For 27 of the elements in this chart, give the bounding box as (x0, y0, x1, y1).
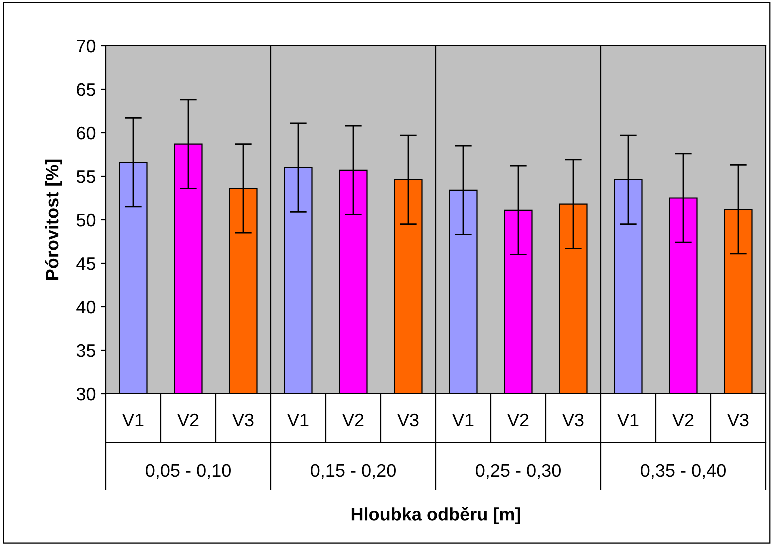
x-tick-label: V1 (122, 414, 144, 427)
y-tick-label: 50 (76, 214, 96, 227)
y-tick-label: 55 (76, 170, 96, 184)
x-tick-label: V1 (288, 414, 309, 427)
x-tick-label: V2 (672, 414, 694, 427)
text: 0,35 - 0,40 (641, 464, 726, 480)
x-tick-label: V3 (398, 414, 419, 427)
x-tick-label: V2 (178, 414, 199, 427)
y-axis-title: Pórovitost [%] (45, 160, 62, 280)
x-tick-label: V2 (508, 414, 529, 427)
x-tick-label: V3 (232, 414, 254, 427)
y-tick-label: 65 (77, 83, 96, 96)
y-tick-label: 45 (76, 258, 96, 270)
text: 0,05 - 0,10 (146, 464, 231, 480)
x-tick-label: V1 (618, 414, 639, 427)
y-tick-label: 70 (77, 40, 96, 53)
x-tick-label: V1 (452, 414, 474, 427)
x-axis-title: Hloubka odběru [m] (352, 507, 520, 524)
text: 0,25 - 0,30 (476, 464, 561, 480)
y-tick-label: 30 (76, 388, 96, 401)
text: 0,15 - 0,20 (311, 464, 396, 480)
x-tick-label: V3 (728, 414, 749, 427)
x-tick-label: V2 (342, 414, 364, 427)
y-tick-label: 35 (76, 344, 96, 358)
x-tick-label: V3 (562, 414, 584, 427)
y-tick-label: 40 (76, 300, 96, 314)
y-tick-label: 60 (77, 126, 96, 140)
